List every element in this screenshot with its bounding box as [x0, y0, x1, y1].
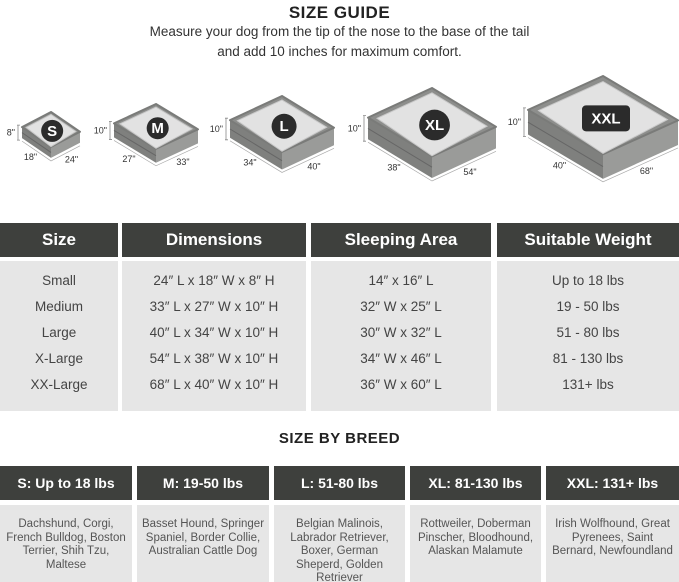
dimension-line	[21, 140, 81, 162]
dimension-line	[367, 141, 497, 182]
column-body: 14″ x 16″ L 32″ W x 25″ L 30″ W x 32″ L 34″…	[311, 261, 491, 411]
height-label: 10"	[348, 123, 361, 133]
column-size: Size Small Medium Large X-Large XX-Large	[0, 0, 118, 582]
depth-label: 40"	[553, 161, 566, 171]
size-badge	[582, 105, 630, 132]
table-cell: 51 - 80 lbs	[556, 325, 620, 340]
column-body: 24″ L x 18″ W x 8″ H 33″ L x 27″ W x 10″ …	[122, 261, 306, 411]
column-body: Small Medium Large X-Large XX-Large	[0, 261, 118, 411]
table-cell: 68″ L x 40″ W x 10″ H	[149, 377, 279, 392]
dimension-line	[113, 140, 199, 167]
dimension-line	[527, 137, 679, 183]
height-bracket	[363, 115, 366, 142]
subtitle: Measure your dog from the tip of the nos…	[0, 22, 679, 62]
width-label: 24"	[65, 154, 78, 164]
bed-side-right	[432, 126, 496, 178]
bed-xl: XL 10" 38" 54"	[348, 87, 497, 182]
depth-label: 18"	[24, 152, 37, 162]
table-cell: 33″ L x 27″ W x 10″ H	[149, 299, 279, 314]
bed-xxl: XXL 10" 40" 68"	[508, 75, 679, 183]
size-badge-label: M	[151, 120, 164, 137]
table-cell: 81 - 130 lbs	[552, 351, 624, 366]
table-cell: Up to 18 lbs	[551, 273, 625, 288]
size-badge-label: XXL	[591, 110, 620, 127]
breed-column: XL: 81-130 lbs Rottweiler, Doberman Pins…	[410, 0, 541, 582]
bed-side-right	[51, 131, 80, 158]
table-cell: 14″ x 16″ L	[368, 273, 434, 288]
breed-list: Belgian Malinois, Labrador Retriever, Bo…	[274, 505, 405, 582]
breed-column: XXL: 131+ lbs Irish Wolfhound, Great Pyr…	[546, 0, 679, 582]
subtitle-line-1: Measure your dog from the tip of the nos…	[149, 24, 530, 39]
table-cell: 36″ W x 60″ L	[360, 377, 442, 392]
breed-list: Dachshund, Corgi, French Bulldog, Boston…	[0, 505, 132, 582]
table-cell: 34″ W x 46″ L	[360, 351, 442, 366]
breed-column-header: S: Up to 18 lbs	[0, 466, 132, 500]
depth-label: 34"	[243, 158, 256, 168]
height-label: 10"	[210, 124, 223, 134]
column-sleeping-area: Sleeping Area 14″ x 16″ L 32″ W x 25″ L 30…	[311, 0, 491, 582]
subtitle-line-2: and add 10 inches for maximum comfort.	[217, 44, 462, 59]
breed-column: L: 51-80 lbs Belgian Malinois, Labrador …	[274, 0, 405, 582]
column-header: Dimensions	[122, 223, 306, 257]
table-cell: 40″ L x 34″ W x 10″ H	[149, 325, 279, 340]
column-dimensions: Dimensions 24″ L x 18″ W x 8″ H 33″ L x 2…	[122, 0, 306, 582]
size-badge	[271, 113, 297, 139]
bed-m: M 10" 27" 33"	[94, 103, 199, 167]
depth-label: 38"	[387, 163, 400, 173]
breed-column: M: 19-50 lbs Basset Hound, Springer Span…	[137, 0, 269, 582]
width-label: 33"	[176, 157, 189, 167]
height-bracket	[523, 107, 526, 137]
depth-label: 27"	[122, 154, 135, 164]
page-title: SIZE GUIDE	[288, 3, 391, 22]
height-bracket	[109, 120, 112, 140]
bed-size-illustrations: S 8" 18" 24" M 10" 27" 33" L 10" 34" 40" XL 10" 38" 54"…	[7, 75, 679, 183]
size-badge-label: XL	[425, 117, 444, 134]
bed-side-right	[156, 129, 198, 163]
table-cell: 19 - 50 lbs	[556, 299, 620, 314]
table-cell: X-Large	[34, 351, 84, 366]
column-body: Up to 18 lbs 19 - 50 lbs 51 - 80 lbs 81 - 1…	[497, 261, 679, 411]
breed-column-header: XXL: 131+ lbs	[546, 466, 679, 500]
size-badge	[41, 119, 64, 142]
table-cell: 32″ W x 25″ L	[360, 299, 442, 314]
bed-side-right	[282, 127, 334, 170]
bed-s: S 8" 18" 24"	[7, 111, 81, 164]
height-label: 8"	[7, 128, 15, 138]
table-cell: 54″ L x 38″ W x 10″ H	[149, 351, 279, 366]
breed-list: Basset Hound, Springer Spaniel, Border C…	[137, 505, 269, 582]
column-header: Size	[0, 223, 118, 257]
table-cell: Small	[42, 273, 76, 288]
size-badge	[419, 109, 450, 141]
breed-column: S: Up to 18 lbs Dachshund, Corgi, French…	[0, 0, 132, 582]
table-cell: 131+ lbs	[562, 377, 614, 392]
breed-column-header: L: 51-80 lbs	[274, 466, 405, 500]
column-header: Sleeping Area	[311, 223, 491, 257]
size-badge-label: S	[47, 123, 57, 140]
width-label: 68"	[640, 166, 653, 176]
column-suitable-weight: Suitable Weight Up to 18 lbs 19 - 50 lbs 5…	[497, 0, 679, 582]
table-cell: Large	[41, 325, 77, 340]
bed-side-right	[603, 120, 678, 179]
dimension-line	[229, 140, 335, 173]
table-cell: XX-Large	[30, 377, 88, 392]
height-label: 10"	[508, 117, 521, 127]
height-bracket	[17, 124, 20, 141]
table-cell: 24″ L x 18″ W x 8″ H	[153, 273, 275, 288]
height-label: 10"	[94, 125, 107, 135]
breed-list: Irish Wolfhound, Great Pyrenees, Saint B…	[546, 505, 679, 582]
breed-column-header: M: 19-50 lbs	[137, 466, 269, 500]
breed-title: SIZE BY BREED	[278, 430, 401, 447]
breed-column-header: XL: 81-130 lbs	[410, 466, 541, 500]
bed-l: L 10" 34" 40"	[210, 95, 335, 173]
size-badge-label: L	[279, 118, 288, 135]
table-cell: 30″ W x 32″ L	[360, 325, 442, 340]
table-cell: Medium	[34, 299, 83, 314]
breed-list: Rottweiler, Doberman Pinscher, Bloodhoun…	[410, 505, 541, 582]
height-bracket	[225, 117, 228, 141]
size-badge	[146, 117, 169, 140]
width-label: 54"	[463, 167, 476, 177]
width-label: 40"	[307, 161, 320, 171]
column-header: Suitable Weight	[497, 223, 679, 257]
